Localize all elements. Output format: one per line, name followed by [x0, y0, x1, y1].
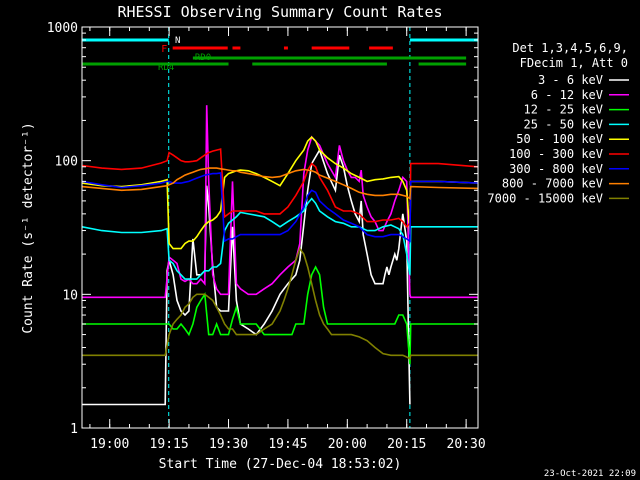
x-tick-label: 19:45: [268, 437, 307, 452]
legend-label: 3 - 6 keV: [538, 73, 603, 87]
flare-flag-label: F: [161, 44, 167, 55]
legend-label: 12 - 25 keV: [524, 103, 603, 117]
legend-label: 800 - 7000 keV: [502, 177, 603, 191]
legend-label: 7000 - 15000 keV: [487, 191, 603, 205]
rd4-flag-label: RD4: [158, 63, 174, 73]
x-tick-label: 19:00: [90, 437, 129, 452]
x-tick-label: 20:30: [447, 437, 486, 452]
x-axis-label: Start Time (27-Dec-04 18:53:02): [159, 457, 402, 472]
legend-label: 100 - 300 keV: [509, 147, 603, 161]
series-line-4: [82, 197, 478, 280]
night-flag-label: N: [175, 36, 180, 46]
footer-date: 23-Oct-2021 22:09: [544, 469, 636, 479]
legend-label: 6 - 12 keV: [531, 88, 603, 102]
series-line-9: [82, 246, 478, 360]
y-tick-label: 100: [55, 155, 78, 170]
y-tick-label: 1: [70, 422, 78, 437]
series-line-3: [82, 265, 478, 365]
series-line-7: [82, 171, 478, 243]
legend-label: 25 - 50 keV: [524, 117, 603, 131]
y-axis-label: Count Rate (s⁻¹ detector⁻¹): [21, 122, 36, 333]
legend: Det 1,3,4,5,6,9,FDecim 1, Att 0 3 - 6 keV…: [487, 41, 629, 205]
x-tick-label: 19:30: [209, 437, 248, 452]
x-axis: 19:00 19:15 19:30 19:45 20:00 20:15 20:30: [89, 27, 486, 452]
series-line-5: [82, 135, 478, 250]
x-tick-label: 19:15: [150, 437, 189, 452]
x-tick-label: 20:00: [328, 437, 367, 452]
legend-label: 300 - 800 keV: [509, 162, 603, 176]
chart-title: RHESSI Observing Summary Count Rates: [117, 3, 442, 21]
rd0-flag-label: RD0: [195, 53, 211, 63]
plot-area: NF RD0 RD4: [81, 26, 479, 429]
y-tick-label: 10: [62, 288, 78, 303]
x-tick-label: 20:15: [387, 437, 426, 452]
legend-header-line: Det 1,3,4,5,6,9,: [512, 41, 628, 55]
series-line-8: [82, 167, 478, 201]
series-line-6: [82, 148, 478, 229]
series-group: [82, 105, 478, 406]
legend-header-line: FDecim 1, Att 0: [520, 56, 628, 70]
series-line-1: [82, 148, 411, 406]
legend-label: 50 - 100 keV: [516, 132, 603, 146]
series-line-2: [82, 105, 478, 299]
plot-frame: [81, 26, 479, 429]
y-axis: 1 10 100 1000: [47, 21, 478, 437]
y-tick-label: 1000: [47, 21, 78, 36]
